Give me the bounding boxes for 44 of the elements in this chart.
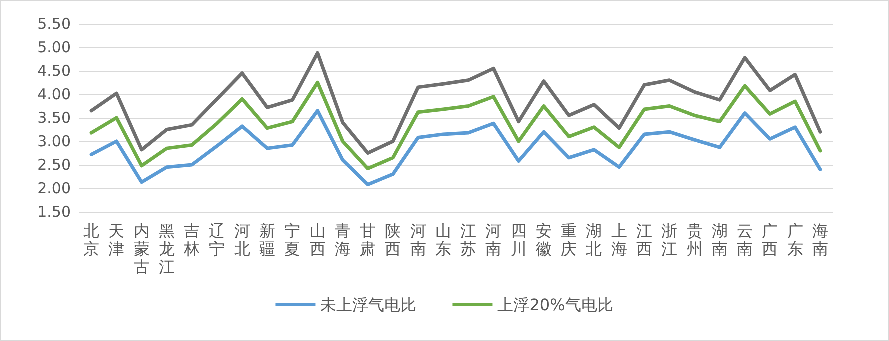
y-tick-label: 2.00: [38, 180, 71, 198]
x-tick-label: 四川: [510, 222, 527, 258]
x-tick-label: 天津: [108, 222, 125, 258]
x-tick-label: 湖南: [712, 222, 728, 258]
x-tick-label: 云南: [737, 222, 754, 258]
x-tick-label: 河南: [410, 222, 426, 258]
line-series: [90, 51, 822, 155]
x-tick-label: 海南: [812, 222, 828, 258]
legend-label: 未上浮气电比: [320, 296, 417, 314]
x-tick-label: 甘肃: [360, 222, 376, 258]
y-tick-label: 1.50: [38, 203, 71, 221]
x-tick-label: 新疆: [260, 222, 276, 258]
line-series: [90, 109, 822, 186]
x-tick-label: 北京: [84, 222, 100, 258]
legend-label: 上浮20%气电比: [498, 296, 614, 314]
x-tick-label: 重庆: [561, 222, 578, 258]
y-tick-label: 4.00: [38, 86, 71, 104]
x-tick-label: 内蒙古: [134, 222, 150, 276]
x-tick-label: 山东: [435, 222, 452, 258]
x-tick-label: 广东: [787, 222, 804, 258]
y-tick-label: 4.50: [38, 62, 71, 80]
x-tick-label: 河南: [486, 222, 502, 258]
x-tick-label: 青海: [334, 222, 351, 258]
x-tick-label: 贵州: [686, 222, 703, 258]
x-tick-label: 陕西: [385, 222, 402, 258]
y-tick-label: 5.00: [38, 38, 71, 56]
x-tick-label: 上海: [611, 222, 628, 258]
x-tick-label: 广西: [762, 222, 778, 258]
x-tick-label: 吉林: [183, 222, 200, 258]
x-tick-label: 湖北: [586, 222, 602, 258]
x-tick-label: 江苏: [460, 222, 477, 258]
x-tick-label: 黑龙江: [158, 222, 175, 276]
x-tick-label: 辽宁: [209, 222, 226, 258]
y-tick-label: 5.50: [38, 15, 71, 33]
x-tick-label: 浙江: [662, 222, 678, 258]
y-tick-label: 3.50: [38, 109, 71, 127]
x-tick-label: 江西: [636, 222, 652, 258]
x-tick-label: 山西: [310, 222, 326, 258]
y-tick-label: 2.50: [38, 156, 71, 174]
line-series: [90, 81, 822, 171]
x-tick-label: 安徽: [536, 222, 552, 258]
y-tick-label: 3.00: [38, 132, 71, 150]
x-tick-label: 河北: [234, 222, 250, 258]
x-tick-label: 宁夏: [284, 222, 301, 258]
